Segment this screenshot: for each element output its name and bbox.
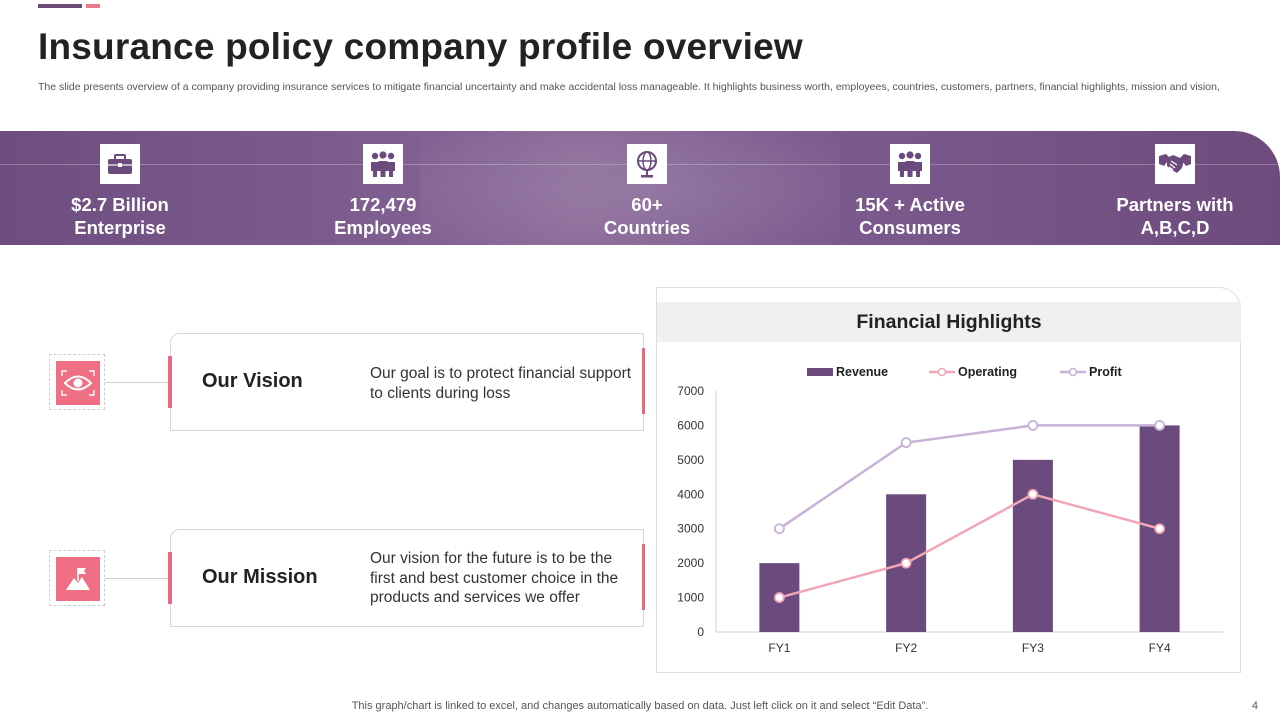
flag-mountain-icon xyxy=(56,557,100,601)
mission-icon-frame xyxy=(49,550,105,606)
x-tick-label: FY4 xyxy=(1149,641,1171,655)
stat-label: Enterprise xyxy=(74,217,166,238)
x-tick-label: FY1 xyxy=(768,641,790,655)
footer-note: This graph/chart is linked to excel, and… xyxy=(351,700,929,712)
y-tick-label: 0 xyxy=(697,625,704,639)
y-tick-label: 1000 xyxy=(677,591,704,605)
legend-label-profit: Profit xyxy=(1089,365,1122,379)
y-tick-label: 7000 xyxy=(677,384,704,398)
mission-card: Our Mission Our vision for the future is… xyxy=(168,529,645,627)
stat-label: Employees xyxy=(334,217,432,238)
top-accent-bar-small xyxy=(86,4,100,8)
vision-icon-frame xyxy=(49,354,105,410)
consumers-icon xyxy=(890,144,930,184)
x-tick-label: FY2 xyxy=(895,641,917,655)
point-profit xyxy=(1027,420,1039,431)
line-operating xyxy=(779,492,1160,599)
stat-consumers: 15K + Active Consumers xyxy=(800,131,1020,245)
stat-value: 60+ xyxy=(631,194,663,215)
stat-value: $2.7 Billion xyxy=(71,194,169,215)
y-tick-label: 3000 xyxy=(677,522,704,536)
stat-enterprise: $2.7 Billion Enterprise xyxy=(10,131,230,245)
employees-icon xyxy=(363,144,403,184)
handshake-icon xyxy=(1155,144,1195,184)
point-operating xyxy=(900,557,912,569)
y-tick-label: 5000 xyxy=(677,453,704,467)
mission-title: Our Mission xyxy=(202,566,318,588)
vision-card: Our Vision Our goal is to protect financ… xyxy=(168,333,645,431)
point-operating xyxy=(773,592,785,603)
line-profit xyxy=(778,424,1160,530)
stat-partners: Partners with A,B,C,D xyxy=(1065,131,1280,245)
vision-text: Our goal is to protect financial support… xyxy=(370,365,632,402)
financial-highlights-panel: Financial Highlights 0 1000 2000 3000 4000 50… xyxy=(656,287,1241,673)
legend-marker-profit xyxy=(1068,367,1078,377)
bar-revenue xyxy=(1012,459,1053,632)
top-accent-bar xyxy=(38,4,82,8)
legend-swatch-revenue xyxy=(807,368,833,376)
stats-band: $2.7 Billion Enterprise 172,479 Employee… xyxy=(0,131,1280,245)
mission-text: Our vision for the future is to be the f… xyxy=(370,550,619,606)
point-profit xyxy=(1154,420,1166,431)
x-tick-label: FY3 xyxy=(1022,641,1044,655)
y-tick-label: 4000 xyxy=(677,487,704,501)
page-title: Insurance policy company profile overvie… xyxy=(38,26,803,67)
stat-value: Partners with xyxy=(1116,194,1234,215)
page-number: 4 xyxy=(1251,700,1258,712)
point-profit xyxy=(773,523,785,535)
stat-value: 15K + Active xyxy=(855,194,965,215)
globe-icon xyxy=(627,144,667,184)
page-subtitle: The slide presents overview of a company… xyxy=(38,81,1220,93)
point-operating xyxy=(1027,488,1039,500)
briefcase-icon xyxy=(100,144,140,184)
stat-label: A,B,C,D xyxy=(1140,217,1210,238)
eye-icon xyxy=(56,361,100,405)
y-tick-label: 6000 xyxy=(677,418,704,432)
stat-label: Countries xyxy=(603,217,691,238)
stat-employees: 172,479 Employees xyxy=(273,131,493,245)
legend-marker-operating xyxy=(937,367,947,377)
legend-label-revenue: Revenue xyxy=(836,365,888,379)
point-profit xyxy=(900,437,912,449)
stat-value: 172,479 xyxy=(349,194,417,215)
legend-label-operating: Operating xyxy=(958,365,1017,379)
stat-countries: 60+ Countries xyxy=(537,131,757,245)
vision-title: Our Vision xyxy=(202,370,303,392)
stat-label: Consumers xyxy=(859,217,961,238)
y-tick-label: 2000 xyxy=(677,556,704,570)
financial-chart: 0 1000 2000 3000 4000 5000 6000 7000 FY1 FY2 FY3 FY… xyxy=(677,365,1223,655)
point-operating xyxy=(1154,523,1166,535)
chart-title: Financial Highlights xyxy=(657,302,1241,342)
